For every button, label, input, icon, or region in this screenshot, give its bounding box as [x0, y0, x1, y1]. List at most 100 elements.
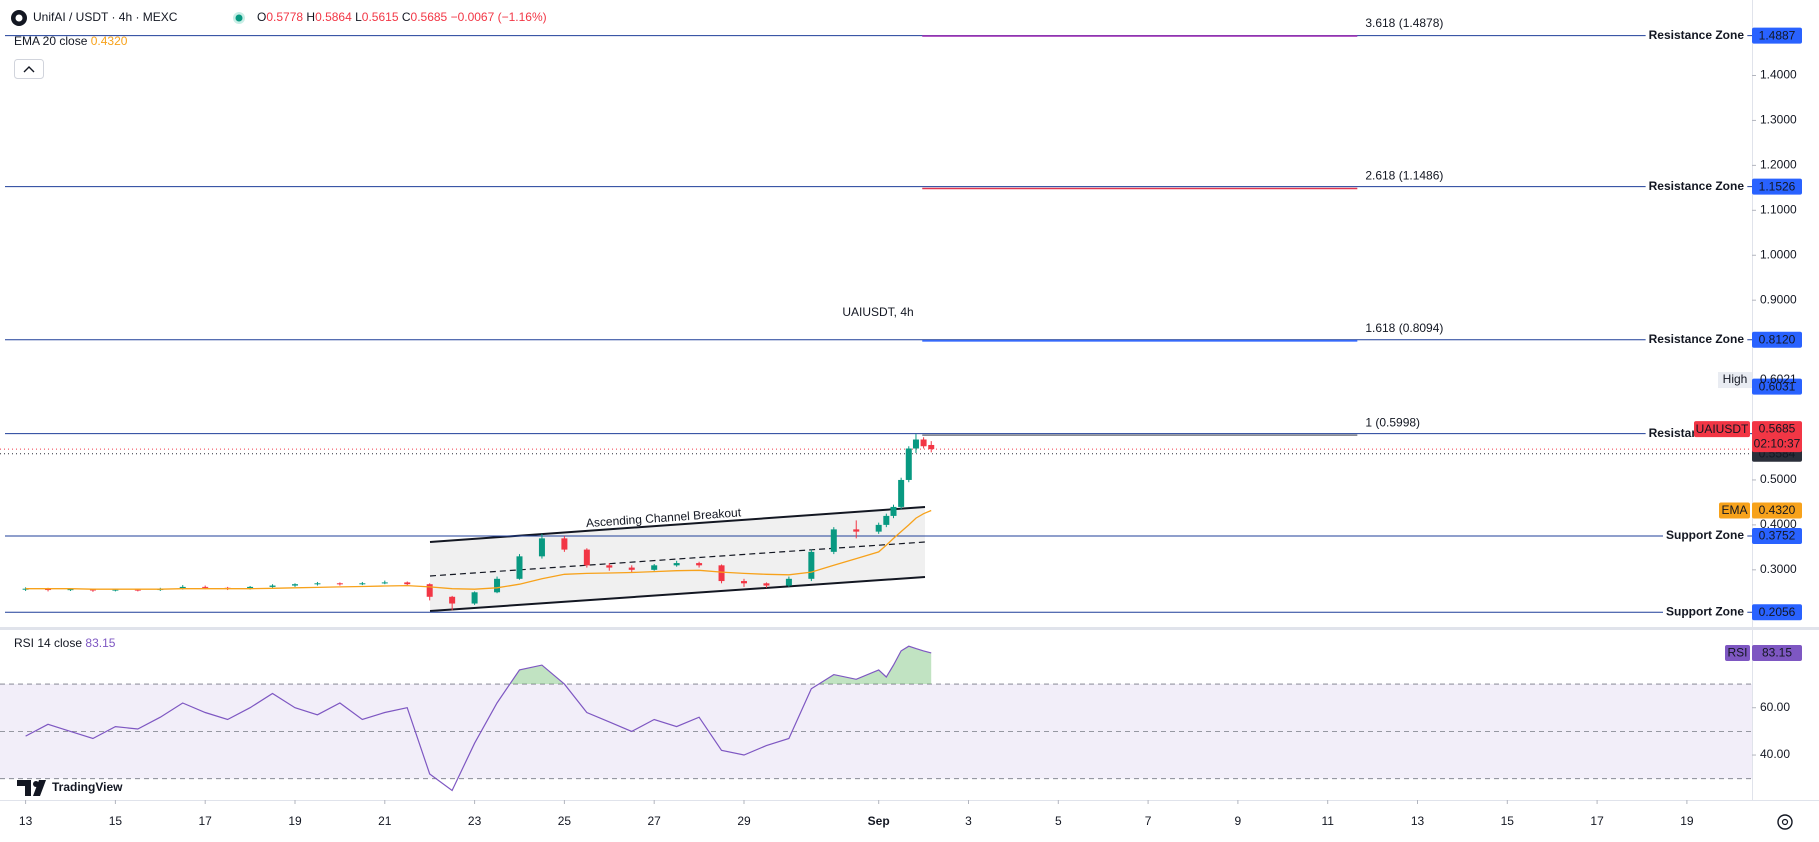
- x-tick-label: 25: [558, 814, 572, 828]
- rsi-legend[interactable]: RSI 14 close 83.15: [14, 636, 116, 650]
- last-price-box: [1752, 421, 1802, 453]
- x-tick-label: 7: [1145, 814, 1152, 828]
- x-tick-label: 9: [1235, 814, 1242, 828]
- settings-icon[interactable]: [1777, 814, 1793, 830]
- symbol-title[interactable]: UnifAI / USDT · 4h · MEXC: [33, 10, 178, 24]
- candle-body: [875, 524, 882, 532]
- collapse-button[interactable]: [14, 59, 44, 79]
- settings-icon-inner: [1781, 818, 1789, 826]
- candle-body: [830, 529, 837, 552]
- zone-label-bg: [1645, 331, 1748, 348]
- ema-tag-value-box: [1752, 502, 1802, 519]
- rsi-tag-name-box: [1725, 644, 1750, 661]
- candle-body: [740, 581, 747, 584]
- x-tick-label: 13: [19, 814, 33, 828]
- ohlc-key: O: [257, 10, 266, 24]
- candle-body: [381, 582, 388, 584]
- fib-label: 3.618 (1.4878): [1365, 16, 1443, 30]
- fib-label: 1 (0.5998): [1365, 415, 1420, 429]
- y-tick-label: 1.2000: [1760, 158, 1797, 172]
- zone-price-tag-box: [1752, 378, 1802, 395]
- zone-price-tag-box: [1752, 604, 1802, 621]
- zone-label: Support Zone: [1666, 604, 1744, 618]
- candle-body: [359, 583, 366, 585]
- candle-body: [898, 479, 905, 507]
- zone-label: Resistance Zone: [1649, 28, 1745, 42]
- marks-layer: 3.618 (1.4878) 2.618 (1.1486) 1.618 (0.809…: [0, 16, 1752, 792]
- candle-body: [928, 444, 935, 450]
- ohlc-value: 0.5685: [411, 10, 448, 24]
- ohlc-change: −0.0067 (−1.16%): [451, 10, 547, 24]
- y-tick-label: 0.5000: [1760, 472, 1797, 486]
- candle-body: [718, 565, 725, 582]
- rsi-tag-name: RSI: [1727, 646, 1747, 660]
- zone-price-tag: 0.2056: [1759, 605, 1796, 619]
- fib-label: 2.618 (1.1486): [1365, 169, 1443, 183]
- candle-body: [651, 565, 658, 570]
- zone-price-tag-box: [1752, 331, 1802, 348]
- rsi-overbought-fill: [25, 646, 932, 685]
- ohlc-key: L: [355, 10, 362, 24]
- collapse-icon: [23, 66, 35, 73]
- candle-body: [808, 551, 815, 579]
- zone-price-tag-box: [1752, 178, 1802, 195]
- candle-body: [516, 556, 523, 579]
- zone-label-bg: [1645, 178, 1748, 195]
- candle-body: [920, 439, 927, 447]
- zone-price-tag: 1.1526: [1759, 179, 1796, 193]
- candle-body: [45, 588, 52, 591]
- fib-label: 1.618 (0.8094): [1365, 321, 1443, 335]
- ohlc-key: C: [402, 10, 411, 24]
- candle-body: [583, 549, 590, 566]
- zone-label: Resistance Zone: [1649, 332, 1745, 346]
- ema-line: [25, 509, 932, 590]
- candle-body: [853, 529, 860, 532]
- ema-legend-value: 0.4320: [91, 34, 128, 48]
- y-tick-label: 0.9000: [1760, 292, 1797, 306]
- ema-tag-name-box: [1719, 502, 1750, 519]
- market-status: [235, 14, 243, 22]
- zone-label-bg: [1663, 604, 1748, 621]
- high-tag-name: High: [1723, 372, 1748, 386]
- last-price-symbol-box: [1694, 421, 1750, 438]
- candle-body: [179, 586, 186, 589]
- zone-price-tag-box: [1752, 27, 1802, 44]
- candle-body: [561, 538, 568, 550]
- candle-body: [785, 578, 792, 586]
- candle-body: [67, 589, 74, 591]
- zone-price-tag: 0.6031: [1759, 379, 1796, 393]
- candle-body: [696, 563, 703, 566]
- x-tick-label: 15: [109, 814, 123, 828]
- y-tick-label: 1.0000: [1760, 247, 1797, 261]
- zone-price-tag: 0.8120: [1759, 332, 1796, 346]
- zone-price-tag: 1.4887: [1759, 28, 1796, 42]
- rsi-y-tick-label: 40.00: [1760, 747, 1790, 761]
- candle-body: [202, 586, 209, 588]
- candle-body: [471, 592, 478, 604]
- rsi-tag-value-box: [1752, 644, 1802, 661]
- candle-body: [905, 448, 912, 480]
- zone-label: Support Zone: [1666, 528, 1744, 542]
- ema-legend[interactable]: EMA 20 close 0.4320: [14, 34, 128, 48]
- candle-body: [890, 506, 897, 516]
- candle-body: [912, 439, 919, 449]
- candle-body: [22, 588, 29, 590]
- zone-price-tag-box: [1752, 528, 1802, 545]
- candle-body: [247, 586, 254, 589]
- brand-logo: TradingView: [17, 780, 123, 796]
- x-tick-label: 23: [468, 814, 482, 828]
- candle-body: [449, 596, 456, 604]
- channel-mid: [429, 541, 926, 577]
- header-bg: [0, 0, 620, 30]
- y-tick-label: 0.4000: [1760, 517, 1797, 531]
- zone-label-bg: [1645, 27, 1748, 44]
- candle-body: [134, 589, 141, 591]
- last-price-symbol: UAIUSDT: [1696, 422, 1749, 436]
- x-tick-label: 11: [1321, 814, 1334, 828]
- under-layer: Ascending Channel Breakout: [0, 35, 1752, 613]
- y-tick-label: 1.1000: [1760, 202, 1797, 216]
- high-tag-bg: [1718, 372, 1752, 389]
- brand-icon-dot: [33, 781, 39, 787]
